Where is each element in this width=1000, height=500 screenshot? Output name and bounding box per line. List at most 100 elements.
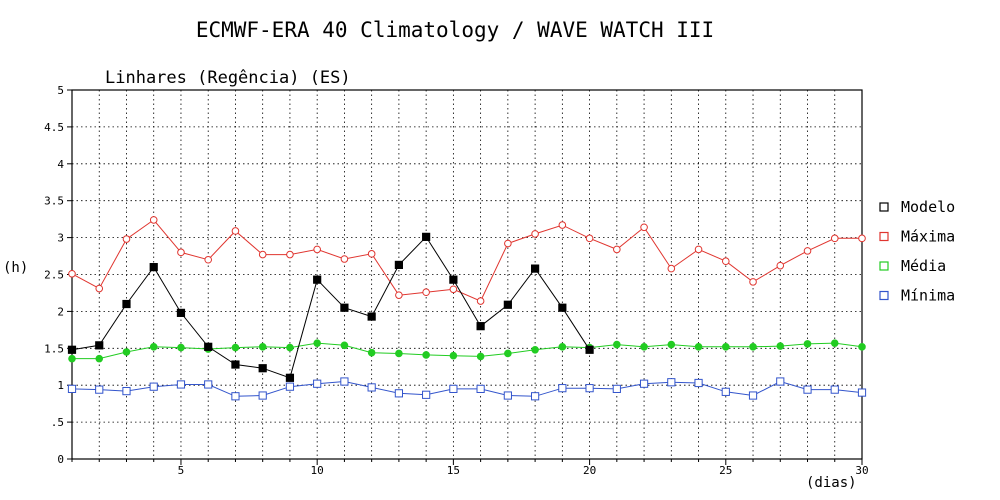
x-tick-label: 10 [311, 464, 324, 477]
legend-item-media: Média [879, 257, 946, 275]
data-point-minima [422, 390, 431, 399]
x-tick-label: 15 [447, 464, 460, 477]
data-point-modelo [585, 345, 594, 354]
data-point-minima [585, 384, 594, 393]
data-point-media [231, 343, 240, 352]
data-point-maxima [122, 235, 131, 243]
data-point-minima [285, 382, 295, 391]
data-point-modelo [231, 360, 240, 369]
y-tick-label: .5 [51, 416, 64, 429]
legend-item-modelo: Modelo [879, 198, 955, 216]
legend-label: Mínima [901, 287, 955, 305]
y-tick-label: 2.5 [44, 269, 64, 282]
data-point-media [95, 354, 104, 363]
y-tick-label: 4 [57, 158, 64, 171]
data-point-minima [122, 387, 131, 396]
data-point-modelo [67, 345, 77, 354]
data-point-modelo [122, 299, 131, 309]
tick-labels: 0 .5 1 1.5 2 2.5 3 3.5 4 4.5 5 5 10 15 20 25 30 [44, 84, 869, 477]
data-point-minima [176, 380, 186, 389]
data-point-media [776, 342, 785, 350]
data-point-minima [721, 387, 730, 396]
x-tick-label: 20 [583, 464, 596, 477]
chart-subtitle: Linhares (Regência) (ES) [105, 68, 351, 88]
data-point-maxima [95, 284, 104, 293]
series-maxima [68, 216, 866, 305]
data-point-modelo [558, 303, 567, 312]
legend-label: Média [901, 257, 946, 275]
data-point-minima [149, 382, 158, 391]
data-point-media [476, 352, 485, 361]
series-minima [67, 377, 867, 401]
data-point-modelo [531, 264, 540, 273]
legend-swatch [879, 231, 889, 242]
data-point-maxima [204, 255, 213, 264]
data-point-media [830, 339, 839, 347]
data-point-media [531, 345, 539, 354]
data-point-media [149, 343, 158, 351]
data-point-media [367, 348, 376, 357]
data-point-maxima [558, 221, 567, 229]
legend-swatch [879, 290, 889, 301]
series-line-minima [71, 380, 863, 397]
legend-swatch [879, 261, 889, 271]
y-tick-label: 1 [57, 379, 64, 392]
data-point-minima [204, 380, 213, 389]
series-line-media [72, 342, 863, 360]
data-point-minima [258, 391, 267, 400]
series-line-maxima [71, 219, 862, 302]
data-point-maxima [504, 239, 512, 248]
data-point-minima [231, 392, 240, 401]
data-point-modelo [176, 308, 186, 317]
data-point-media [313, 339, 321, 347]
data-point-maxima [749, 278, 757, 286]
data-point-maxima [667, 264, 676, 273]
data-point-maxima [367, 250, 376, 258]
data-point-minima [612, 384, 621, 393]
data-point-maxima [858, 234, 866, 243]
data-point-minima [394, 389, 403, 398]
data-point-modelo [204, 342, 213, 351]
data-point-maxima [231, 227, 240, 235]
data-point-media [504, 349, 512, 358]
data-point-media [68, 354, 76, 363]
y-tick-label: 4.5 [44, 121, 64, 134]
data-point-minima [667, 378, 676, 387]
data-point-modelo [340, 303, 349, 312]
grid-lines [72, 90, 862, 459]
data-point-media [449, 351, 458, 360]
y-tick-label: 3 [57, 232, 64, 245]
data-point-minima [857, 388, 867, 397]
data-point-minima [748, 391, 758, 400]
data-point-media [340, 341, 349, 350]
series-layer [67, 216, 867, 401]
data-point-maxima [449, 285, 458, 294]
data-point-maxima [613, 245, 621, 254]
x-tick-label: 25 [719, 464, 732, 477]
data-point-maxima [68, 269, 76, 278]
data-point-minima [95, 385, 104, 394]
data-point-maxima [422, 288, 430, 297]
data-point-maxima [531, 230, 539, 238]
legend: Modelo Máxima Média Mínima [879, 198, 955, 305]
data-point-media [258, 343, 267, 351]
data-point-media [803, 340, 812, 348]
data-point-modelo [313, 275, 322, 284]
y-tick-label: 1.5 [44, 342, 64, 355]
axes [67, 89, 863, 465]
data-point-media [667, 340, 676, 349]
data-point-minima [476, 384, 485, 393]
legend-label: Máxima [901, 228, 955, 246]
data-point-maxima [286, 250, 294, 259]
data-point-modelo [422, 232, 431, 241]
x-tick-label: 5 [178, 464, 185, 477]
data-point-minima [694, 378, 703, 388]
data-point-maxima [640, 223, 648, 232]
data-point-maxima [721, 257, 730, 266]
data-point-minima [639, 379, 649, 388]
series-media [68, 339, 866, 363]
data-point-modelo [285, 373, 295, 382]
data-point-media [395, 349, 403, 358]
data-point-maxima [830, 234, 839, 243]
